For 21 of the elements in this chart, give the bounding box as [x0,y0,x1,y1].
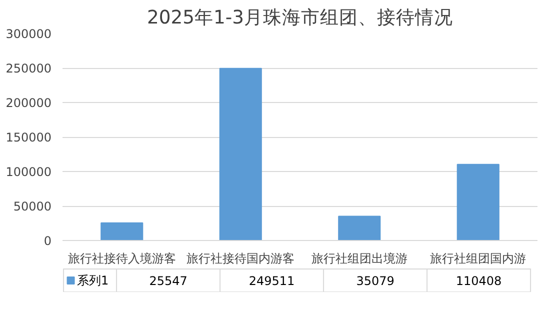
y-tick-label: 200000 [6,96,52,110]
y-tick-label: 50000 [13,200,52,214]
legend-label: 系列1 [76,274,109,288]
data-label: 249511 [248,274,295,288]
data-label: 25547 [149,274,188,288]
y-tick-label: 0 [44,234,52,248]
data-label: 35079 [356,274,394,288]
x-tick-label: 旅行社组团出境游 [311,252,408,266]
x-tick-label: 旅行社接待国内游客 [186,252,295,266]
data-label: 110408 [456,274,502,288]
bar [100,222,144,240]
x-tick-label: 旅行社组团国内游 [430,252,526,266]
bar [456,164,500,240]
x-tick-label: 旅行社接待入境游客 [68,252,176,266]
y-tick-label: 250000 [6,62,52,76]
chart-title: 2025年1-3月珠海市组团、接待情况 [147,6,453,28]
y-tick-label: 300000 [6,27,52,41]
y-tick-label: 150000 [6,130,52,144]
bar [219,68,262,240]
bar [338,216,381,240]
y-tick-label: 100000 [6,165,52,179]
